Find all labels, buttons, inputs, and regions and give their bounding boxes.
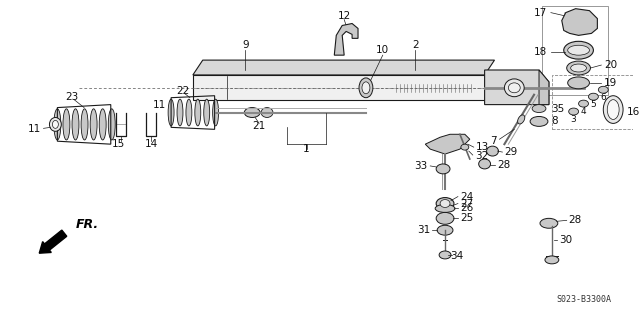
Ellipse shape xyxy=(566,61,591,75)
Text: 8: 8 xyxy=(551,116,557,126)
Polygon shape xyxy=(539,70,549,105)
Ellipse shape xyxy=(604,96,623,123)
Text: 24: 24 xyxy=(460,192,473,202)
Ellipse shape xyxy=(261,108,273,117)
Ellipse shape xyxy=(530,116,548,126)
Polygon shape xyxy=(425,134,470,154)
Ellipse shape xyxy=(437,225,453,235)
Text: S023-B3300A: S023-B3300A xyxy=(556,295,611,304)
Ellipse shape xyxy=(569,108,579,115)
Bar xyxy=(552,75,636,129)
Ellipse shape xyxy=(571,64,586,72)
Ellipse shape xyxy=(204,99,210,126)
Text: 4: 4 xyxy=(580,107,586,116)
Text: 2: 2 xyxy=(412,40,419,50)
Text: 15: 15 xyxy=(112,139,125,149)
Polygon shape xyxy=(193,60,495,75)
Ellipse shape xyxy=(168,99,174,126)
Ellipse shape xyxy=(504,79,524,97)
Text: 28: 28 xyxy=(569,215,582,225)
Ellipse shape xyxy=(52,121,58,128)
Text: 26: 26 xyxy=(460,204,473,213)
Text: 35: 35 xyxy=(551,104,564,114)
Text: 16: 16 xyxy=(627,107,640,116)
Ellipse shape xyxy=(436,212,454,224)
Ellipse shape xyxy=(49,117,61,131)
Ellipse shape xyxy=(186,99,192,126)
Ellipse shape xyxy=(90,109,97,140)
Ellipse shape xyxy=(607,100,619,119)
Polygon shape xyxy=(193,75,484,100)
Ellipse shape xyxy=(72,109,79,140)
Text: 29: 29 xyxy=(504,147,518,157)
Ellipse shape xyxy=(486,146,499,156)
Text: 7: 7 xyxy=(490,136,497,146)
Polygon shape xyxy=(484,70,549,105)
Ellipse shape xyxy=(435,204,455,212)
Ellipse shape xyxy=(108,109,115,140)
Text: 14: 14 xyxy=(145,139,158,149)
Ellipse shape xyxy=(359,78,373,98)
Ellipse shape xyxy=(212,99,219,126)
Text: 1: 1 xyxy=(303,144,310,154)
Text: 19: 19 xyxy=(604,78,618,88)
Ellipse shape xyxy=(518,115,525,124)
Ellipse shape xyxy=(540,218,558,228)
Text: 28: 28 xyxy=(497,160,511,170)
Text: 11: 11 xyxy=(153,100,166,110)
Ellipse shape xyxy=(436,197,454,210)
Ellipse shape xyxy=(579,100,588,107)
Ellipse shape xyxy=(362,82,370,94)
Text: 21: 21 xyxy=(253,121,266,131)
Text: 17: 17 xyxy=(534,8,547,18)
Ellipse shape xyxy=(439,251,451,259)
Text: 33: 33 xyxy=(414,161,428,171)
Text: 25: 25 xyxy=(460,213,473,223)
Ellipse shape xyxy=(63,109,70,140)
Text: 34: 34 xyxy=(450,251,463,261)
Text: 22: 22 xyxy=(177,86,189,96)
Ellipse shape xyxy=(598,86,608,93)
Text: 11: 11 xyxy=(28,124,42,134)
Ellipse shape xyxy=(545,256,559,264)
Text: 18: 18 xyxy=(534,47,547,57)
Ellipse shape xyxy=(99,109,106,140)
Text: 32: 32 xyxy=(475,151,488,161)
Ellipse shape xyxy=(81,109,88,140)
Text: 30: 30 xyxy=(559,235,572,245)
Ellipse shape xyxy=(479,159,490,169)
Text: 20: 20 xyxy=(604,60,618,70)
Text: 10: 10 xyxy=(376,45,389,55)
FancyArrow shape xyxy=(39,230,67,253)
Ellipse shape xyxy=(461,144,468,150)
Ellipse shape xyxy=(440,200,450,207)
Ellipse shape xyxy=(54,109,61,140)
Ellipse shape xyxy=(508,83,520,93)
Text: 6: 6 xyxy=(600,93,606,102)
Polygon shape xyxy=(562,9,597,35)
Polygon shape xyxy=(334,24,358,55)
Ellipse shape xyxy=(436,164,450,174)
Text: 3: 3 xyxy=(571,115,577,124)
Ellipse shape xyxy=(177,99,183,126)
Text: 31: 31 xyxy=(417,225,430,235)
Ellipse shape xyxy=(244,108,260,117)
Ellipse shape xyxy=(195,99,201,126)
Ellipse shape xyxy=(568,45,589,55)
Text: 5: 5 xyxy=(591,100,596,109)
Text: 9: 9 xyxy=(242,40,248,50)
Text: 12: 12 xyxy=(337,11,351,21)
Text: 13: 13 xyxy=(476,142,489,152)
Ellipse shape xyxy=(532,105,546,113)
Text: 23: 23 xyxy=(65,92,79,102)
Text: FR.: FR. xyxy=(76,218,99,231)
Ellipse shape xyxy=(564,41,593,59)
Ellipse shape xyxy=(588,93,598,100)
Text: 27: 27 xyxy=(460,198,473,209)
Ellipse shape xyxy=(568,77,589,89)
